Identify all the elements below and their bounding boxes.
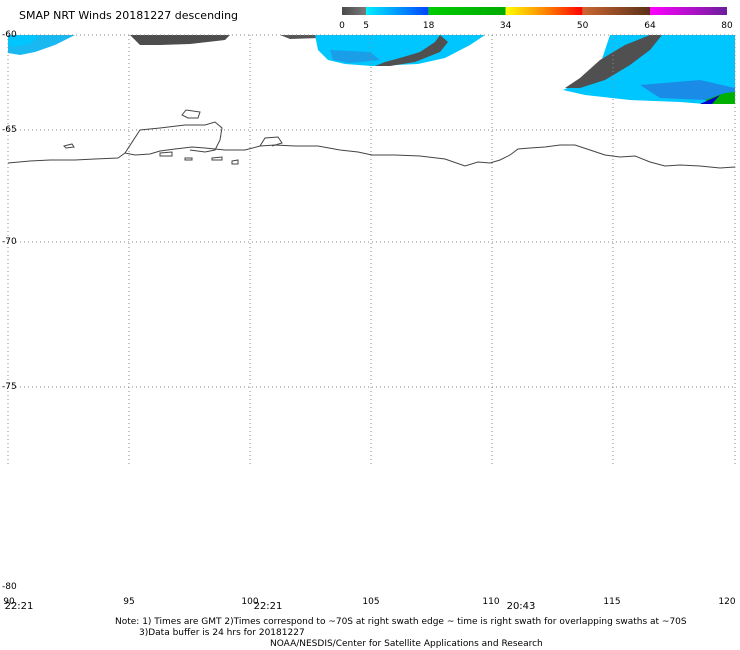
note-line-3: NOAA/NESDIS/Center for Satellite Applica… <box>270 639 543 649</box>
swath-center-dark <box>375 35 448 66</box>
lon-label-120: 120 <box>718 597 736 607</box>
swath-right-dark <box>565 35 662 88</box>
colorbar-segment <box>505 7 583 15</box>
lat-label-80: -80 <box>2 582 17 592</box>
colorbar-label: 18 <box>422 21 435 31</box>
colorbar-segment <box>650 7 727 15</box>
swath-time-2: 22:21 <box>253 601 283 612</box>
colorbar-segment <box>366 7 429 15</box>
lat-label-70: -70 <box>2 237 17 247</box>
swath-dark-1 <box>130 35 230 45</box>
swath-time-3: 20:43 <box>506 601 536 612</box>
colorbar-label: 0 <box>339 21 345 31</box>
colorbar-segment <box>342 7 367 15</box>
lon-label-105: 105 <box>362 597 380 607</box>
swath-right-darkblue <box>700 95 720 104</box>
colorbar-label: 5 <box>363 21 369 31</box>
swath-dark-2 <box>280 35 320 39</box>
colorbar <box>342 7 727 15</box>
note-line-2: 3)Data buffer is 24 hrs for 20181227 <box>139 628 305 638</box>
note-line-1: Note: 1) Times are GMT 2)Times correspon… <box>115 617 687 627</box>
lon-label-90: 90 <box>3 597 15 607</box>
lon-label-115: 115 <box>603 597 621 607</box>
colorbar-label: 80 <box>721 21 733 31</box>
colorbar-label: 34 <box>499 21 512 31</box>
lat-label-60: -60 <box>2 30 17 40</box>
colorbar-segment <box>582 7 650 15</box>
lon-label-95: 95 <box>123 597 135 607</box>
antarctic-coastline <box>7 109 736 169</box>
swath-center-blue <box>330 50 380 63</box>
colorbar-label: 64 <box>644 21 656 31</box>
wind-swaths <box>8 35 735 104</box>
colorbar-label: 50 <box>576 21 589 31</box>
lon-label-100: 100 <box>241 597 259 607</box>
swath-right-blue <box>640 80 735 100</box>
lat-label-75: -75 <box>2 382 17 392</box>
swath-top-left-2 <box>8 35 40 47</box>
map-title: SMAP NRT Winds 20181227 descending <box>19 9 239 22</box>
swath-time-1: 22:21 <box>4 601 34 612</box>
lon-label-110: 110 <box>482 597 500 607</box>
lat-label-65: -65 <box>2 125 17 135</box>
colorbar-segment <box>428 7 506 15</box>
